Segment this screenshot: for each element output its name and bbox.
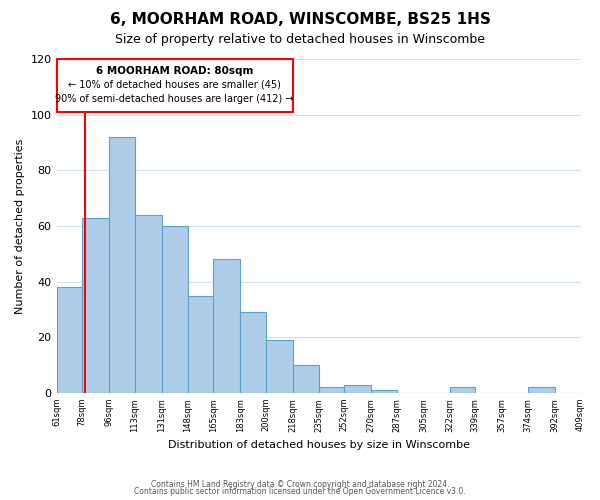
Bar [213, 260, 240, 393]
Bar [240, 312, 266, 393]
Text: ← 10% of detached houses are smaller (45): ← 10% of detached houses are smaller (45… [68, 80, 281, 90]
Bar [528, 388, 555, 393]
Bar [135, 215, 162, 393]
Text: Contains HM Land Registry data © Crown copyright and database right 2024.: Contains HM Land Registry data © Crown c… [151, 480, 449, 489]
Bar [56, 59, 293, 112]
Text: 6, MOORHAM ROAD, WINSCOMBE, BS25 1HS: 6, MOORHAM ROAD, WINSCOMBE, BS25 1HS [110, 12, 490, 28]
Bar [319, 388, 344, 393]
Bar [162, 226, 188, 393]
Bar [449, 388, 475, 393]
Bar [293, 365, 319, 393]
Bar [371, 390, 397, 393]
X-axis label: Distribution of detached houses by size in Winscombe: Distribution of detached houses by size … [167, 440, 470, 450]
Text: 6 MOORHAM ROAD: 80sqm: 6 MOORHAM ROAD: 80sqm [96, 66, 253, 76]
Bar [344, 384, 371, 393]
Text: 90% of semi-detached houses are larger (412) →: 90% of semi-detached houses are larger (… [55, 94, 294, 104]
Bar [109, 137, 135, 393]
Text: Contains public sector information licensed under the Open Government Licence v3: Contains public sector information licen… [134, 488, 466, 496]
Bar [56, 287, 82, 393]
Text: Size of property relative to detached houses in Winscombe: Size of property relative to detached ho… [115, 32, 485, 46]
Bar [266, 340, 293, 393]
Bar [82, 218, 109, 393]
Y-axis label: Number of detached properties: Number of detached properties [15, 138, 25, 314]
Bar [188, 296, 213, 393]
